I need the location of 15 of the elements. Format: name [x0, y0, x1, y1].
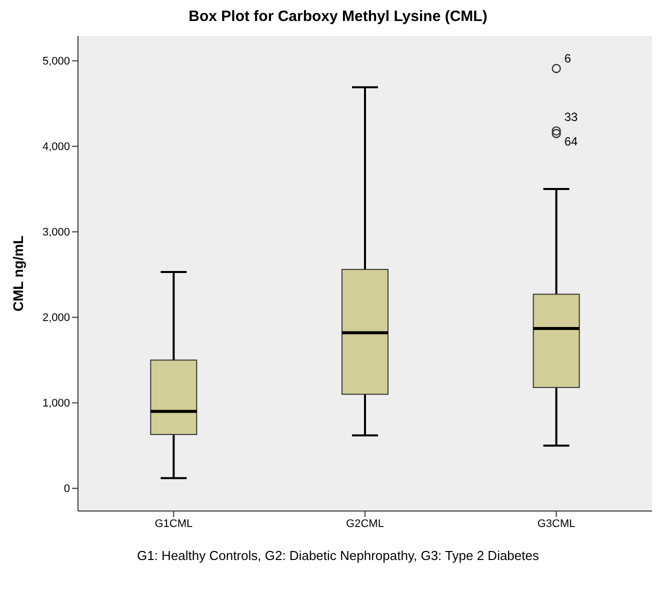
y-axis-title: CML ng/mL [10, 235, 26, 312]
x-tick-label: G2CML [346, 518, 384, 530]
y-tick-label: 0 [64, 483, 70, 496]
y-tick-label: 5,000 [42, 56, 70, 68]
y-tick-label: 4,000 [42, 141, 70, 154]
text: G1: Healthy Controls, G2: Diabetic Nephropathy, G3: Type 2 Diabetes [136, 548, 540, 563]
y-tick-label: 3,000 [42, 226, 70, 239]
annotation: 6 [564, 51, 572, 66]
y-tick-label: 2,000 [42, 312, 70, 324]
annotation: 64 [564, 134, 578, 148]
x-tick-label: G3CML [537, 518, 576, 530]
annotation: 33 [564, 110, 578, 124]
x-tick-label: G1CML [154, 518, 193, 530]
y-tick-label: 1,000 [42, 398, 70, 410]
chart-title: Box Plot for Carboxy Methyl Lysine (CML) [188, 8, 488, 25]
